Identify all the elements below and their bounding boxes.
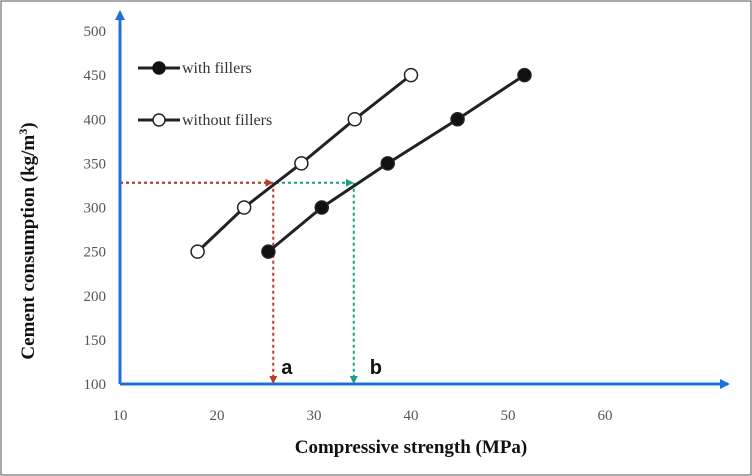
y-tick-labels: 100 150 200 250 300 350 400 450 500 [84, 24, 107, 393]
y-axis-title-superscript: 3 [16, 129, 30, 135]
data-point-without-fillers [190, 244, 205, 259]
legend-marker-without-fillers [152, 113, 166, 127]
y-tick-label: 500 [84, 24, 107, 40]
data-point-with-fillers [517, 67, 532, 83]
y-tick-label: 250 [84, 245, 107, 261]
data-point-with-fillers [314, 200, 330, 215]
y-tick-label: 150 [84, 333, 107, 349]
x-tick-label: 60 [598, 408, 613, 424]
x-axis-title: Compressive strength (MPa) [295, 437, 528, 458]
data-point-without-fillers [403, 67, 419, 83]
x-tick-labels: 10 20 30 40 50 60 [113, 408, 613, 424]
data-point-with-fillers [380, 156, 395, 171]
y-axis-title-end: ) [18, 122, 39, 128]
x-tick-label: 20 [210, 408, 225, 424]
x-tick-label: 30 [307, 408, 322, 424]
data-point-with-fillers [450, 112, 465, 127]
legend-marker-with-fillers [152, 61, 166, 75]
data-point-without-fillers [236, 200, 252, 215]
y-tick-label: 300 [84, 201, 107, 217]
y-axis-title: Cement consumption (kg/m3) [16, 122, 39, 359]
y-tick-label: 450 [84, 68, 107, 84]
data-point-with-fillers [261, 244, 276, 259]
y-axis-title-main: Cement consumption (kg/m [18, 135, 39, 360]
annotation-label-a: a [281, 357, 293, 379]
x-tick-label: 40 [404, 408, 419, 424]
y-tick-label: 350 [84, 156, 107, 172]
series-layer [190, 67, 532, 259]
legend: with fillers without fillers [138, 60, 272, 129]
data-point-without-fillers [347, 112, 362, 127]
x-tick-label: 10 [113, 408, 128, 424]
y-tick-label: 400 [84, 112, 107, 128]
x-tick-label: 50 [501, 408, 516, 424]
annotation-label-b: b [370, 357, 382, 379]
guide-lines [120, 178, 358, 384]
legend-label-without-fillers: without fillers [182, 112, 272, 129]
legend-label-with-fillers: with fillers [182, 60, 252, 77]
y-tick-label: 100 [84, 377, 107, 393]
y-tick-label: 200 [84, 289, 107, 305]
data-point-without-fillers [294, 156, 309, 171]
